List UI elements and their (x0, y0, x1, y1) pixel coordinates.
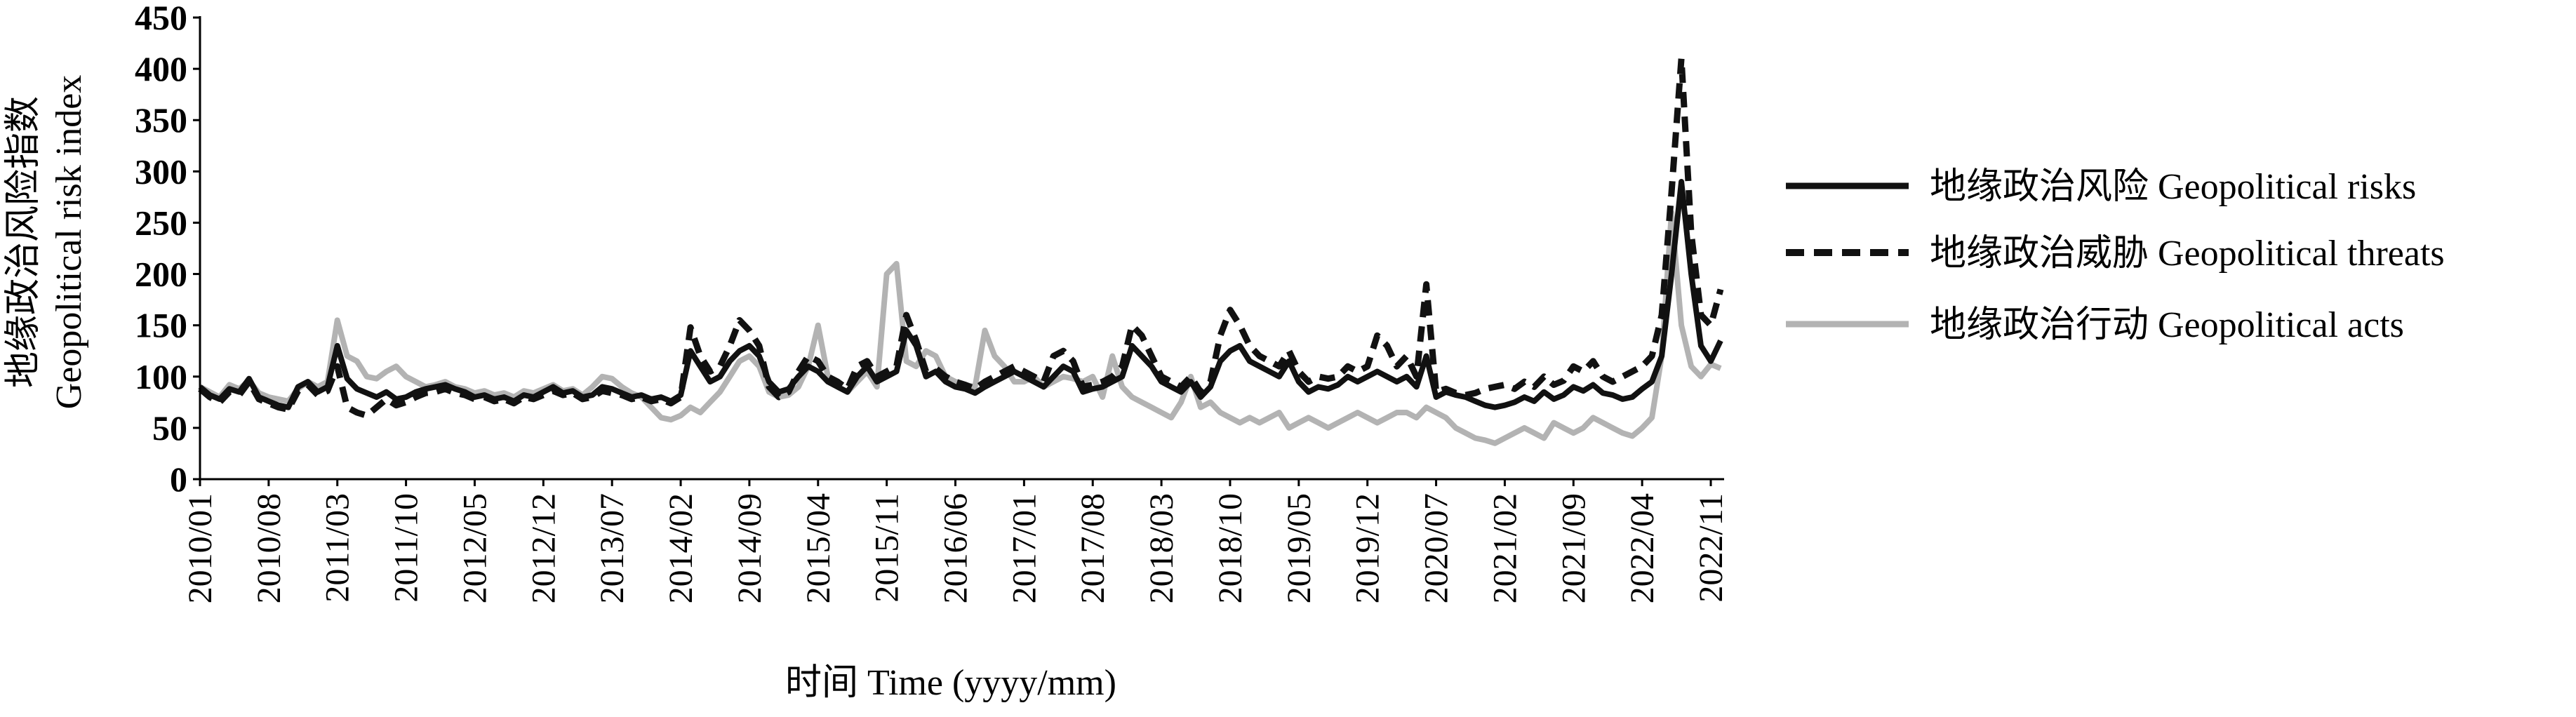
x-tick-label: 2018/03 (1143, 493, 1180, 603)
legend-label-1: 地缘政治风险 Geopolitical risks (1930, 167, 2416, 207)
y-tick-label: 400 (135, 49, 187, 88)
x-tick-label: 2016/06 (937, 493, 975, 603)
x-tick-label: 2015/11 (869, 493, 906, 603)
x-tick-label: 2010/08 (251, 493, 288, 603)
x-tick-label: 2013/07 (594, 493, 631, 603)
x-tick-label: 2020/07 (1418, 493, 1455, 603)
x-tick-label: 2014/09 (731, 493, 768, 603)
x-tick-label: 2015/04 (800, 493, 837, 603)
y-tick-label: 50 (152, 408, 187, 448)
x-tick-label: 2014/02 (662, 493, 700, 603)
y-tick-label: 450 (135, 0, 187, 37)
series-line-1 (198, 179, 1723, 410)
y-tick-label: 250 (135, 203, 187, 242)
y-tick-label: 200 (135, 255, 187, 294)
x-tick-label: 2017/01 (1006, 493, 1043, 603)
x-tick-label: 2021/02 (1486, 493, 1523, 603)
x-tick-label: 2021/09 (1555, 493, 1592, 603)
x-tick-label: 2012/12 (525, 493, 562, 603)
x-tick-label: 2010/01 (182, 493, 219, 603)
x-axis-title: 时间 Time (yyyy/mm) (785, 663, 1116, 703)
x-tick-label: 2011/10 (388, 493, 425, 603)
x-tick-label: 2017/08 (1074, 493, 1112, 603)
y-axis-title-cn: 地缘政治风险指数 (4, 96, 44, 388)
y-axis-title-en: Geopolitical risk index (49, 75, 89, 410)
series-line-2 (198, 55, 1724, 419)
x-tick-label: 2022/04 (1624, 493, 1661, 603)
y-tick-label: 150 (135, 306, 187, 345)
legend: 地缘政治风险 Geopolitical risks 地缘政治威胁 Geopolit… (1786, 167, 2445, 345)
plot-area (198, 55, 1724, 446)
x-tick-label: 2012/05 (456, 493, 493, 603)
x-tick-label: 2011/03 (319, 493, 356, 603)
y-tick-label: 100 (135, 357, 187, 396)
legend-label-2: 地缘政治威胁 Geopolitical threats (1930, 234, 2445, 274)
x-tick-label: 2019/12 (1349, 493, 1387, 603)
axes: 0 50 100 150 200 250 300 350 400 450 2010/01 2010/0… (135, 0, 1730, 603)
x-tick-label: 2018/10 (1212, 493, 1249, 603)
x-tick-label: 2022/11 (1693, 493, 1730, 603)
y-tick-label: 300 (135, 152, 187, 191)
y-tick-label: 350 (135, 100, 187, 140)
legend-label-3: 地缘政治行动 Geopolitical acts (1930, 305, 2404, 345)
y-tick-label: 0 (170, 460, 187, 499)
x-tick-label: 2019/05 (1281, 493, 1318, 603)
